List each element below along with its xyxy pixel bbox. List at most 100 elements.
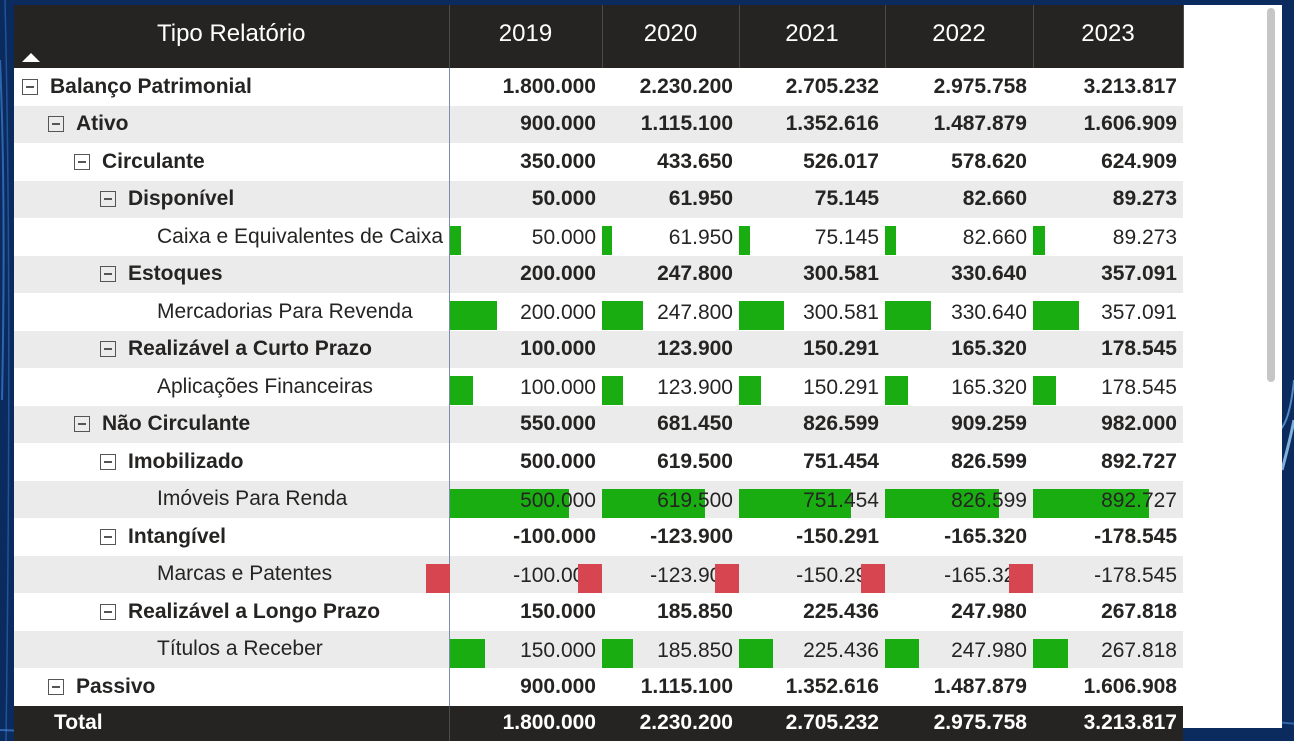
collapse-toggle-icon[interactable] xyxy=(74,416,90,433)
value-cell-with-bar: -100.000 xyxy=(425,555,602,593)
positive-data-bar xyxy=(1033,376,1057,406)
collapse-toggle-icon[interactable] xyxy=(100,453,116,470)
cell-value: 357.091 xyxy=(1033,255,1183,293)
group-row[interactable]: Circulante 350.000 433.650 526.017 578.620 62… xyxy=(14,143,1183,181)
collapse-toggle-icon[interactable] xyxy=(48,116,64,133)
value-cell-with-bar: 330.640 xyxy=(885,293,1033,331)
cell-value: 247.800 xyxy=(657,301,733,325)
cell-value: 1.606.909 xyxy=(1033,105,1183,143)
cell-value: 100.000 xyxy=(449,330,602,368)
negative-data-bar xyxy=(715,563,739,593)
detail-row[interactable]: Caixa e Equivalentes de Caixa 50.000 61.95… xyxy=(14,218,1183,256)
positive-data-bar xyxy=(449,638,486,668)
value-cell-with-bar: 100.000 xyxy=(449,368,602,406)
column-header-year[interactable]: 2019 xyxy=(449,5,603,68)
collapse-toggle-icon[interactable] xyxy=(22,78,38,95)
column-header-year[interactable]: 2022 xyxy=(885,5,1034,68)
column-header-year[interactable]: 2020 xyxy=(602,5,740,68)
cell-value: 624.909 xyxy=(1033,143,1183,181)
positive-data-bar xyxy=(885,226,897,256)
positive-data-bar xyxy=(602,226,613,256)
value-cell-with-bar: 751.454 xyxy=(739,480,885,518)
cell-value: 681.450 xyxy=(602,405,739,443)
cell-value: 500.000 xyxy=(520,488,596,512)
group-row[interactable]: Intangível -100.000 -123.900 -150.291 -165.3… xyxy=(14,518,1183,556)
group-row[interactable]: Realizável a Longo Prazo 150.000 185.850 22… xyxy=(14,593,1183,631)
cell-value: 1.115.100 xyxy=(602,105,739,143)
value-cell-with-bar: 500.000 xyxy=(449,480,602,518)
cell-value: 82.660 xyxy=(962,226,1027,250)
detail-row[interactable]: Imóveis Para Renda 500.000 619.500 751.454 8… xyxy=(14,480,1183,518)
row-label: Mercadorias Para Revenda xyxy=(157,299,413,323)
collapse-toggle-icon[interactable] xyxy=(100,341,116,358)
column-header-tipo-relatorio[interactable]: Tipo Relatório xyxy=(14,5,450,68)
cell-value: 50.000 xyxy=(531,226,596,250)
row-label: Marcas e Patentes xyxy=(157,562,333,586)
cell-value: 1.352.616 xyxy=(739,668,885,706)
negative-data-bar xyxy=(861,563,885,593)
cell-value: 1.487.879 xyxy=(885,668,1033,706)
collapse-toggle-icon[interactable] xyxy=(48,678,64,695)
row-label: Circulante xyxy=(102,149,205,173)
cell-value: 61.950 xyxy=(602,180,739,218)
row-label: Não Circulante xyxy=(102,412,251,436)
sort-ascending-icon[interactable] xyxy=(22,53,40,62)
row-label: Realizável a Longo Prazo xyxy=(128,599,381,623)
cell-value: 751.454 xyxy=(739,443,885,481)
positive-data-bar xyxy=(885,376,908,406)
detail-row[interactable]: Mercadorias Para Revenda 200.000 247.800 30… xyxy=(14,293,1183,331)
group-row[interactable]: Disponível 50.000 61.950 75.145 82.660 89.273 xyxy=(14,180,1183,218)
collapse-toggle-icon[interactable] xyxy=(100,603,116,620)
cell-value: 150.000 xyxy=(520,638,596,662)
header-row: Tipo Relatório 2019 2020 2021 2022 2023 xyxy=(14,5,1184,68)
matrix-body: Balanço Patrimonial 1.800.000 2.230.200 2.7… xyxy=(14,68,1183,706)
value-cell-with-bar: 267.818 xyxy=(1033,630,1183,668)
column-header-year[interactable]: 2023 xyxy=(1033,5,1184,68)
group-row[interactable]: Realizável a Curto Prazo 100.000 123.900 15… xyxy=(14,330,1183,368)
cell-value: 123.900 xyxy=(657,376,733,400)
cell-value: 2.975.758 xyxy=(885,68,1033,106)
value-cell-with-bar: 619.500 xyxy=(602,480,739,518)
value-cell-with-bar: 82.660 xyxy=(885,218,1033,256)
detail-row[interactable]: Títulos a Receber 150.000 185.850 225.436 24… xyxy=(14,630,1183,668)
positive-data-bar xyxy=(602,301,644,331)
cell-value: 178.545 xyxy=(1033,330,1183,368)
scrollbar-thumb[interactable] xyxy=(1267,8,1275,382)
group-row[interactable]: Balanço Patrimonial 1.800.000 2.230.200 2.7… xyxy=(14,68,1183,106)
positive-data-bar xyxy=(449,376,474,406)
detail-row[interactable]: Aplicações Financeiras 100.000 123.900 150.… xyxy=(14,368,1183,406)
positive-data-bar xyxy=(885,638,920,668)
group-row[interactable]: Passivo 900.000 1.115.100 1.352.616 1.487.87… xyxy=(14,668,1183,706)
value-cell-with-bar: -150.291 xyxy=(715,555,885,593)
cell-value: 150.291 xyxy=(739,330,885,368)
detail-row[interactable]: Marcas e Patentes -100.000 -123.900 -150.29… xyxy=(14,555,1183,593)
column-header-year[interactable]: 2021 xyxy=(739,5,886,68)
collapse-toggle-icon[interactable] xyxy=(100,528,116,545)
group-row[interactable]: Não Circulante 550.000 681.450 826.599 909.2… xyxy=(14,405,1183,443)
group-row[interactable]: Imobilizado 500.000 619.500 751.454 826.599 8… xyxy=(14,443,1183,481)
row-label: Ativo xyxy=(76,112,129,136)
cell-value: 982.000 xyxy=(1033,405,1183,443)
group-row[interactable]: Estoques 200.000 247.800 300.581 330.640 357.… xyxy=(14,255,1183,293)
cell-value: -178.545 xyxy=(1094,563,1177,587)
total-label: Total xyxy=(14,705,450,741)
collapse-toggle-icon[interactable] xyxy=(100,266,116,283)
collapse-toggle-icon[interactable] xyxy=(74,153,90,170)
cell-value: 500.000 xyxy=(449,443,602,481)
value-cell-with-bar: -165.320 xyxy=(861,555,1033,593)
cell-value: 1.606.908 xyxy=(1033,668,1183,706)
total-value: 2.705.232 xyxy=(739,705,885,741)
row-label: Estoques xyxy=(128,262,223,286)
cell-value: 350.000 xyxy=(449,143,602,181)
cell-value: 330.640 xyxy=(951,301,1027,325)
cell-value: 300.581 xyxy=(739,255,885,293)
cell-value: 267.818 xyxy=(1101,638,1177,662)
group-row[interactable]: Ativo 900.000 1.115.100 1.352.616 1.487.879 1… xyxy=(14,105,1183,143)
row-label: Realizável a Curto Prazo xyxy=(128,337,372,361)
collapse-toggle-icon[interactable] xyxy=(100,191,116,208)
cell-value: 826.599 xyxy=(739,405,885,443)
value-cell-with-bar: 357.091 xyxy=(1033,293,1183,331)
row-label: Imóveis Para Renda xyxy=(157,487,348,511)
cell-value: 150.000 xyxy=(449,593,602,631)
row-label-cell: Realizável a Curto Prazo xyxy=(14,330,450,368)
